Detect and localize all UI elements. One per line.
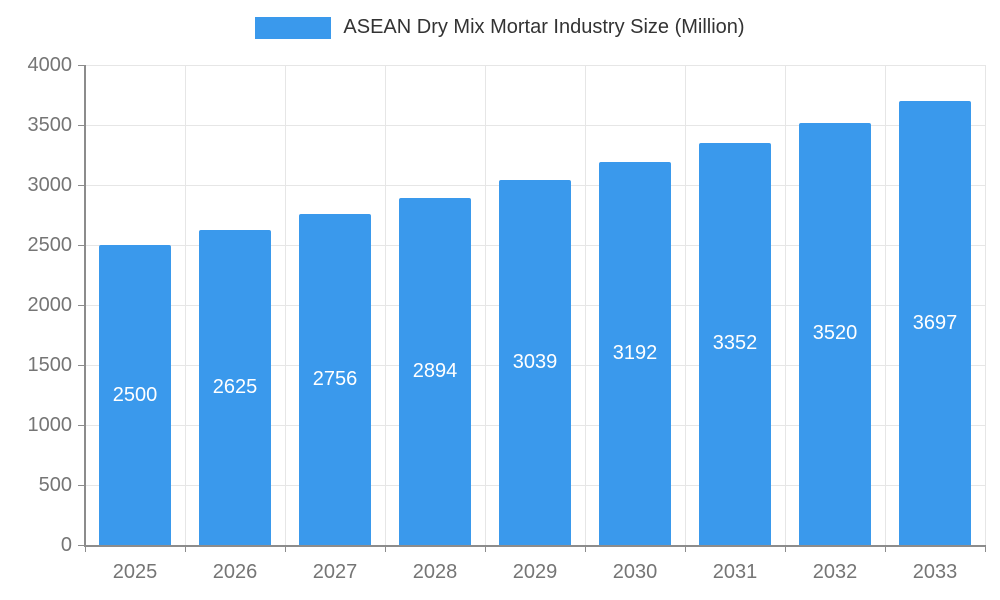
y-axis-tick — [78, 545, 85, 546]
y-axis-label: 1500 — [27, 354, 73, 376]
y-axis-label: 4000 — [27, 54, 73, 76]
x-axis-label: 2027 — [312, 561, 358, 583]
bar[interactable]: 2500 — [99, 245, 171, 545]
y-axis-label: 3500 — [27, 114, 73, 136]
gridline-vertical — [285, 65, 286, 545]
gridline-vertical — [485, 65, 486, 545]
gridline-vertical — [985, 65, 986, 545]
x-axis-tick — [785, 545, 786, 552]
bar[interactable]: 2894 — [399, 197, 471, 545]
x-axis-tick — [585, 545, 586, 552]
y-axis-label: 2000 — [27, 294, 73, 316]
y-axis-label: 3000 — [27, 174, 73, 196]
bar[interactable]: 3039 — [499, 180, 571, 545]
gridline-horizontal — [85, 125, 985, 126]
x-axis-label: 2032 — [812, 561, 858, 583]
gridline-horizontal — [85, 65, 985, 66]
y-axis-label: 1000 — [27, 414, 73, 436]
x-axis-label: 2028 — [412, 561, 458, 583]
x-axis-label: 2029 — [512, 561, 558, 583]
x-axis-label: 2025 — [112, 561, 158, 583]
x-axis-tick — [385, 545, 386, 552]
x-axis-tick — [285, 545, 286, 552]
x-axis-tick — [485, 545, 486, 552]
legend-swatch-icon — [255, 16, 332, 39]
y-axis-tick — [78, 485, 85, 486]
y-axis-label: 0 — [60, 534, 72, 556]
bar[interactable]: 3192 — [599, 161, 671, 545]
y-axis-tick — [78, 365, 85, 366]
x-axis-tick — [685, 545, 686, 552]
bar-value-label: 3352 — [712, 332, 758, 355]
x-axis-tick — [85, 545, 86, 552]
gridline-vertical — [185, 65, 186, 545]
y-axis-tick — [78, 305, 85, 306]
bar[interactable]: 3520 — [799, 122, 871, 545]
y-axis-tick — [78, 125, 85, 126]
y-axis-tick — [78, 65, 85, 66]
bar-value-label: 2894 — [412, 359, 458, 382]
bar-value-label: 3192 — [612, 341, 658, 364]
x-axis-label: 2026 — [212, 561, 258, 583]
x-axis-tick — [185, 545, 186, 552]
gridline-vertical — [585, 65, 586, 545]
bar-value-label: 2500 — [112, 383, 158, 406]
y-axis-line — [84, 65, 86, 545]
bar-value-label: 2625 — [212, 376, 258, 398]
bar-value-label: 3697 — [912, 311, 958, 334]
x-axis-label: 2031 — [712, 561, 758, 583]
bar-value-label: 3520 — [812, 322, 858, 345]
bar[interactable]: 2756 — [299, 214, 371, 545]
x-axis-tick — [885, 545, 886, 552]
gridline-vertical — [885, 65, 886, 545]
legend[interactable]: ASEAN Dry Mix Mortar Industry Size (Mill… — [0, 16, 1000, 39]
y-axis-tick — [78, 185, 85, 186]
gridline-vertical — [785, 65, 786, 545]
x-axis-line — [84, 545, 985, 547]
x-axis-label: 2033 — [912, 561, 958, 583]
gridline-vertical — [685, 65, 686, 545]
y-axis-label: 500 — [38, 474, 72, 496]
legend-label: ASEAN Dry Mix Mortar Industry Size (Mill… — [343, 16, 745, 38]
y-axis-tick — [78, 245, 85, 246]
y-axis-label: 2500 — [27, 234, 73, 256]
bar[interactable]: 3697 — [899, 101, 971, 545]
bar-value-label: 2756 — [312, 368, 358, 391]
y-axis-tick — [78, 425, 85, 426]
bar-value-label: 3039 — [512, 351, 558, 374]
gridline-vertical — [385, 65, 386, 545]
bar[interactable]: 3352 — [699, 142, 771, 545]
bar[interactable]: 2625 — [199, 230, 271, 545]
x-axis-label: 2030 — [612, 561, 658, 583]
x-axis-tick — [985, 545, 986, 552]
